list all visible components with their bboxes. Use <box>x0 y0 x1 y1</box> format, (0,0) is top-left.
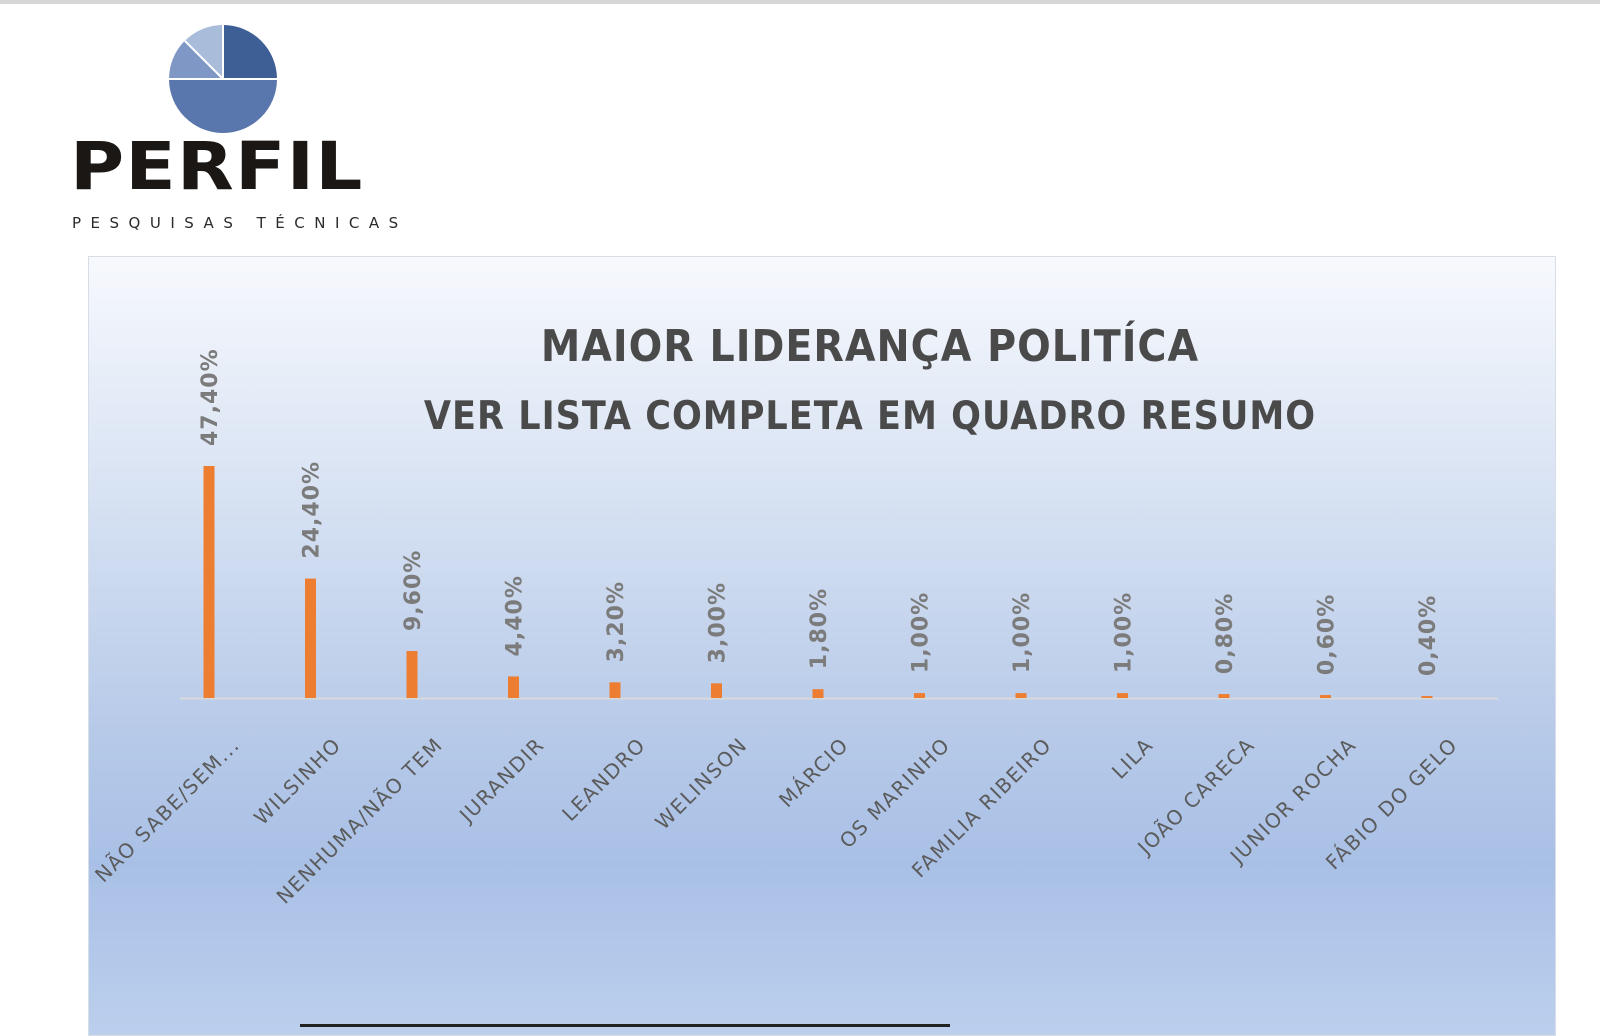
value-label-4: 4,40% <box>503 575 528 656</box>
value-labels-group: 47,40% 24,40% 9,60% 4,40% 3,20% 3,00% 1,80% 1,0… <box>198 348 1441 676</box>
bar-5 <box>609 682 621 698</box>
value-label-3: 9,60% <box>401 550 426 631</box>
company-logo: PERFIL PESQUISAS TÉCNICAS <box>60 18 400 231</box>
bar-10 <box>1117 693 1128 698</box>
category-label-1: NÃO SABE/SEM... <box>90 733 244 887</box>
brand-tagline: PESQUISAS TÉCNICAS <box>72 214 408 232</box>
bottom-rule <box>300 1024 950 1027</box>
category-label-5: LEANDRO <box>557 733 650 826</box>
bars-group <box>203 466 1433 698</box>
bar-4 <box>508 676 519 698</box>
bar-6 <box>711 683 722 698</box>
chart-subtitle: VER LISTA COMPLETA EM QUADRO RESUMO <box>423 394 1317 439</box>
category-label-2: WILSINHO <box>249 733 346 830</box>
value-label-12: 0,60% <box>1315 594 1340 675</box>
bar-1 <box>203 466 215 698</box>
chart-title: MAIOR LIDERANÇA POLITÍCA <box>540 321 1200 372</box>
chart-panel <box>88 256 1556 1036</box>
category-label-10: LILA <box>1107 733 1158 784</box>
bar-9 <box>1015 693 1027 698</box>
category-label-3: NENHUMA/NÃO TEM <box>272 733 448 909</box>
brand-name: PERFIL <box>70 128 364 205</box>
value-label-8: 1,00% <box>909 592 934 673</box>
value-label-13: 0,40% <box>1416 595 1441 676</box>
bar-8 <box>914 693 925 698</box>
value-label-5: 3,20% <box>604 581 629 662</box>
pie-logo-divider-d <box>184 40 224 80</box>
pie-logo-slice-4 <box>184 24 223 79</box>
value-label-10: 1,00% <box>1112 592 1137 673</box>
value-label-7: 1,80% <box>807 588 832 669</box>
bar-12 <box>1320 695 1331 698</box>
top-rule <box>0 0 1600 4</box>
category-label-4: JURANDIR <box>453 733 549 829</box>
pie-logo-slice-3 <box>168 40 223 79</box>
bar-3 <box>406 651 418 698</box>
pie-logo-slice-1 <box>223 25 277 79</box>
pie-logo-icon <box>168 24 277 133</box>
bar-13 <box>1421 696 1433 698</box>
bar-7 <box>812 689 824 698</box>
pie-logo-slice-2 <box>169 79 277 133</box>
value-label-6: 3,00% <box>706 582 731 663</box>
value-label-2: 24,40% <box>300 461 325 559</box>
value-label-1: 47,40% <box>198 348 223 446</box>
value-label-9: 1,00% <box>1010 592 1035 673</box>
category-label-7: MÁRCIO <box>774 733 854 813</box>
bar-11 <box>1218 694 1230 698</box>
category-label-6: WELINSON <box>650 733 752 835</box>
bar-2 <box>305 578 316 698</box>
value-label-11: 0,80% <box>1213 593 1238 674</box>
